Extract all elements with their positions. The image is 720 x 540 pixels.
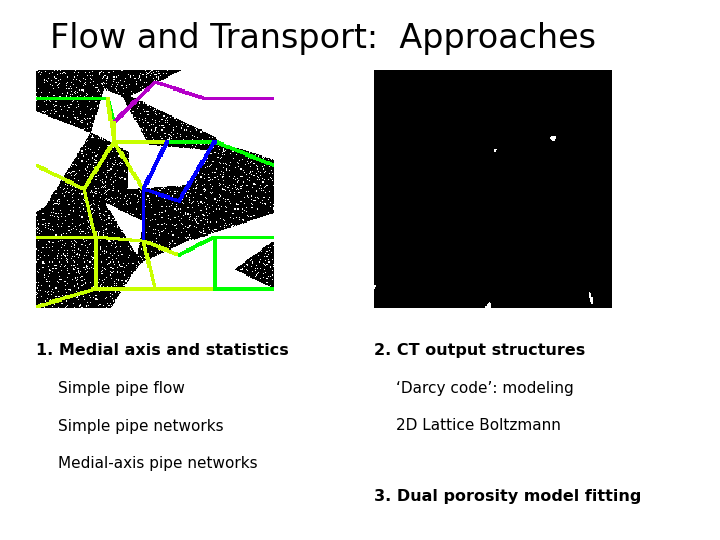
Text: Simple pipe flow: Simple pipe flow — [58, 381, 184, 396]
Text: 2D Lattice Boltzmann: 2D Lattice Boltzmann — [396, 418, 561, 434]
Text: Simple pipe networks: Simple pipe networks — [58, 418, 223, 434]
Text: ‘Darcy code’: modeling: ‘Darcy code’: modeling — [396, 381, 574, 396]
Text: Medial-axis pipe networks: Medial-axis pipe networks — [58, 456, 257, 471]
Text: 1. Medial axis and statistics: 1. Medial axis and statistics — [36, 343, 289, 358]
Text: 3. Dual porosity model fitting: 3. Dual porosity model fitting — [374, 489, 642, 504]
Text: 2. CT output structures: 2. CT output structures — [374, 343, 585, 358]
Text: Flow and Transport:  Approaches: Flow and Transport: Approaches — [50, 22, 596, 55]
